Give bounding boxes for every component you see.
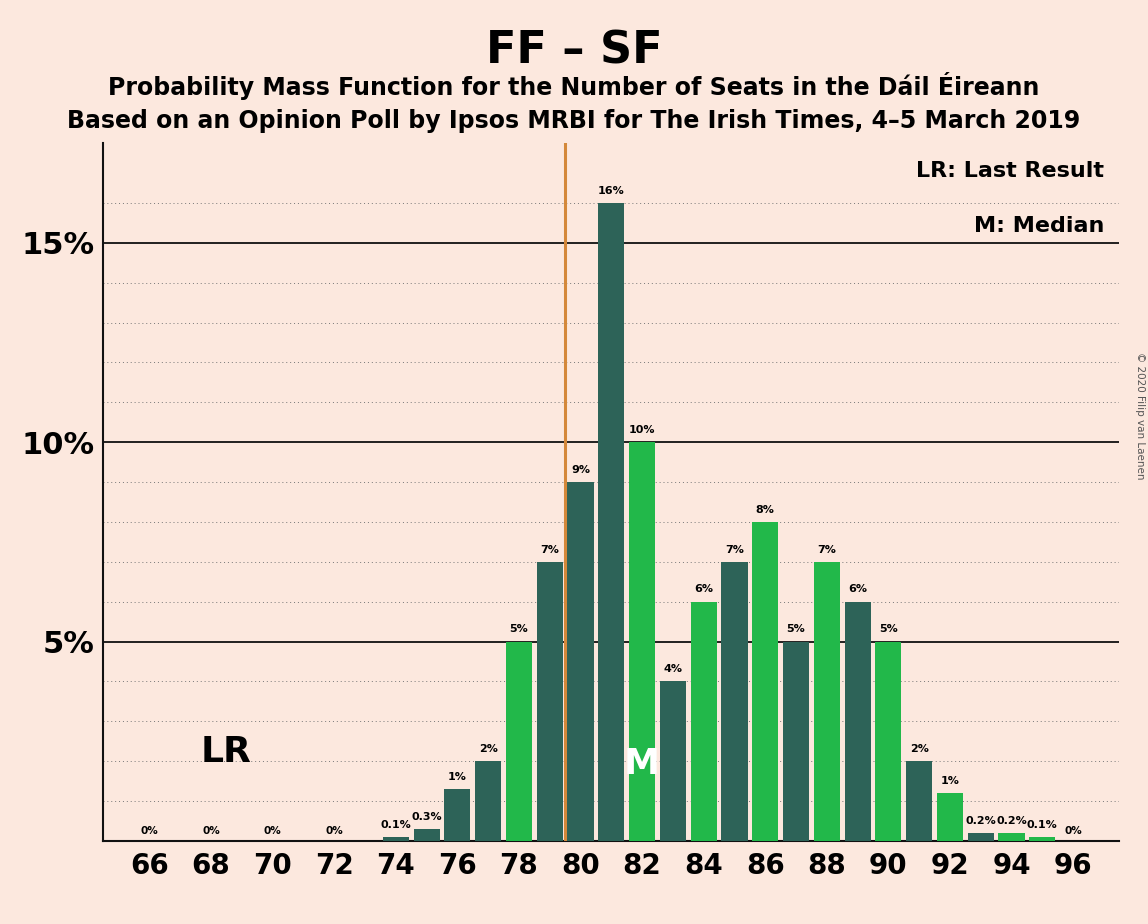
Text: 6%: 6%: [848, 585, 867, 594]
Text: 4%: 4%: [664, 664, 682, 675]
Text: 0.2%: 0.2%: [996, 816, 1027, 826]
Bar: [598, 203, 625, 841]
Text: Probability Mass Function for the Number of Seats in the Dáil Éireann: Probability Mass Function for the Number…: [108, 72, 1040, 100]
Bar: [629, 443, 656, 841]
Text: 0.1%: 0.1%: [1027, 820, 1057, 830]
Text: 2%: 2%: [479, 744, 497, 754]
Text: 0%: 0%: [264, 826, 281, 836]
Text: 16%: 16%: [598, 186, 625, 196]
Text: 10%: 10%: [629, 425, 656, 435]
Bar: [906, 761, 932, 841]
Text: 1%: 1%: [448, 772, 467, 782]
Text: Based on an Opinion Poll by Ipsos MRBI for The Irish Times, 4–5 March 2019: Based on an Opinion Poll by Ipsos MRBI f…: [68, 109, 1080, 133]
Text: 7%: 7%: [726, 544, 744, 554]
Bar: [660, 681, 687, 841]
Text: 2%: 2%: [909, 744, 929, 754]
Text: 5%: 5%: [786, 625, 806, 635]
Bar: [475, 761, 502, 841]
Text: 6%: 6%: [695, 585, 713, 594]
Text: 0.3%: 0.3%: [411, 811, 442, 821]
Text: LR: Last Result: LR: Last Result: [916, 161, 1104, 181]
Text: 1%: 1%: [940, 776, 960, 785]
Text: © 2020 Filip van Laenen: © 2020 Filip van Laenen: [1135, 352, 1145, 480]
Bar: [845, 602, 870, 841]
Text: 7%: 7%: [817, 544, 836, 554]
Bar: [783, 641, 809, 841]
Bar: [1030, 837, 1055, 841]
Text: 0%: 0%: [325, 826, 343, 836]
Text: 0%: 0%: [140, 826, 158, 836]
Text: 9%: 9%: [571, 465, 590, 475]
Text: 5%: 5%: [879, 625, 898, 635]
Text: 0%: 0%: [202, 826, 220, 836]
Bar: [567, 482, 594, 841]
Text: LR: LR: [201, 736, 251, 769]
Bar: [968, 833, 994, 841]
Text: 0.1%: 0.1%: [380, 820, 411, 830]
Text: 5%: 5%: [510, 625, 528, 635]
Bar: [721, 562, 747, 841]
Text: M: Median: M: Median: [974, 216, 1104, 237]
Text: 0%: 0%: [1064, 826, 1083, 836]
Bar: [752, 522, 778, 841]
Bar: [937, 793, 963, 841]
Bar: [999, 833, 1025, 841]
Text: M: M: [625, 747, 660, 781]
Text: 0.2%: 0.2%: [965, 816, 996, 826]
Bar: [382, 837, 409, 841]
Bar: [413, 829, 440, 841]
Text: FF – SF: FF – SF: [486, 30, 662, 73]
Bar: [444, 789, 471, 841]
Text: 8%: 8%: [755, 505, 775, 515]
Bar: [814, 562, 840, 841]
Text: 7%: 7%: [541, 544, 559, 554]
Bar: [875, 641, 901, 841]
Bar: [506, 641, 532, 841]
Bar: [536, 562, 563, 841]
Bar: [691, 602, 716, 841]
